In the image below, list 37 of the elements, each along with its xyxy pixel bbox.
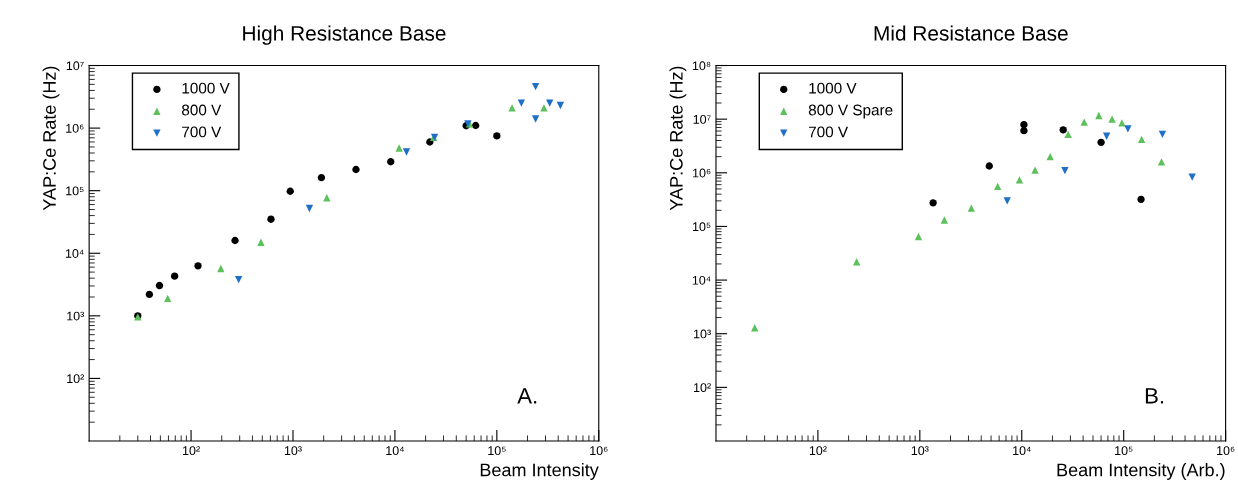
x-axis-title: Beam Intensity (Arb.) bbox=[1057, 463, 1225, 480]
annotation: B. bbox=[1145, 388, 1164, 404]
y-tick-label: 10³ bbox=[67, 311, 85, 321]
x-tick-label: 10² bbox=[809, 446, 827, 456]
legend-label: 1000 V bbox=[182, 82, 230, 94]
y-tick-label: 10⁷ bbox=[693, 114, 711, 124]
x-tick-label: 10³ bbox=[911, 446, 929, 456]
x-tick-label: 10⁴ bbox=[386, 446, 404, 456]
x-tick-label: 10⁴ bbox=[1013, 446, 1031, 456]
y-tick-label: 10⁵ bbox=[692, 222, 711, 232]
x-tick-label: 10⁶ bbox=[590, 446, 608, 456]
annotation: A. bbox=[517, 388, 537, 404]
x-tick-label: 10⁵ bbox=[488, 446, 506, 456]
y-axis-title: YAP:Ce Rate (Hz) bbox=[42, 66, 60, 211]
y-tick-label: 10⁸ bbox=[692, 61, 711, 71]
legend-label: 800 V Spare bbox=[808, 104, 893, 119]
x-axis-title: Beam Intensity bbox=[480, 463, 599, 480]
x-tick-label: 10⁶ bbox=[1217, 446, 1235, 456]
x-tick-label: 10⁵ bbox=[1115, 446, 1133, 456]
chart-title: High Resistance Base bbox=[243, 25, 446, 45]
y-tick-label: 10⁴ bbox=[692, 275, 711, 285]
y-tick-label: 10⁶ bbox=[66, 123, 84, 133]
legend-label: 700 V bbox=[182, 126, 222, 138]
legend-label: 800 V bbox=[182, 104, 222, 116]
chart-title: Mid Resistance Base bbox=[874, 25, 1068, 41]
x-tick-label: 10³ bbox=[284, 446, 302, 456]
x-tick-label: 10² bbox=[182, 446, 200, 456]
y-tick-label: 10³ bbox=[694, 329, 711, 339]
y-tick-label: 10² bbox=[694, 383, 711, 393]
y-tick-label: 10⁵ bbox=[66, 186, 84, 196]
y-tick-label: 10² bbox=[67, 374, 85, 384]
y-tick-label: 10⁷ bbox=[66, 61, 84, 71]
y-axis-title: YAP:Ce Rate (Hz) bbox=[669, 66, 687, 211]
legend-label: 700 V bbox=[808, 126, 849, 138]
y-tick-label: 10⁴ bbox=[65, 249, 84, 258]
legend-label: 1000 V bbox=[809, 82, 857, 94]
y-tick-label: 10⁶ bbox=[693, 168, 711, 178]
